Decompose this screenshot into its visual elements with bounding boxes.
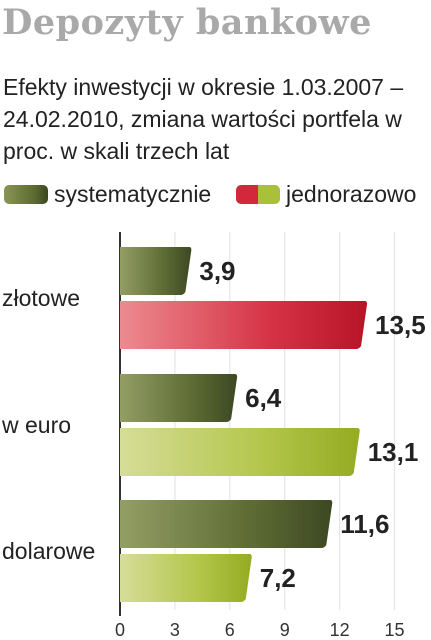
legend-swatch-jednorazowo: [236, 184, 280, 204]
bar-jednorazowo-złotowe: [120, 301, 368, 349]
bar-jednorazowo-w-euro: [120, 428, 360, 476]
legend-label-systematycznie: systematycznie: [54, 180, 212, 207]
legend-item-systematycznie: systematycznie: [4, 181, 211, 207]
data-label: 3,9: [199, 256, 235, 286]
chart-title: Depozyty bankowe: [2, 2, 372, 43]
data-label: 7,2: [260, 563, 296, 593]
category-label: w euro: [1, 412, 71, 438]
legend-swatch-systematycznie: [4, 184, 48, 204]
x-tick-label: 3: [170, 620, 180, 640]
bar-systematycznie-dolarowe: [120, 500, 333, 548]
x-tick-label: 12: [330, 620, 350, 640]
data-label: 13,5: [375, 310, 426, 340]
data-label: 13,1: [368, 437, 419, 467]
category-label: dolarowe: [2, 538, 95, 564]
x-tick-label: 0: [115, 620, 125, 640]
x-tick-label: 15: [384, 620, 404, 640]
bar-systematycznie-złotowe: [120, 247, 192, 295]
category-label: złotowe: [2, 285, 80, 311]
x-tick-label: 9: [280, 620, 290, 640]
legend-item-jednorazowo: jednorazowo: [236, 181, 416, 207]
legend: systematycznie jednorazowo: [4, 181, 428, 207]
x-tick-label: 6: [225, 620, 235, 640]
chart-subtitle: Efekty inwestycji w okresie 1.03.2007 – …: [3, 74, 404, 164]
data-label: 6,4: [245, 383, 282, 413]
bar-jednorazowo-dolarowe: [120, 554, 252, 602]
bar-systematycznie-w-euro: [120, 374, 238, 422]
legend-label-jednorazowo: jednorazowo: [286, 180, 417, 207]
data-label: 11,6: [340, 509, 389, 539]
